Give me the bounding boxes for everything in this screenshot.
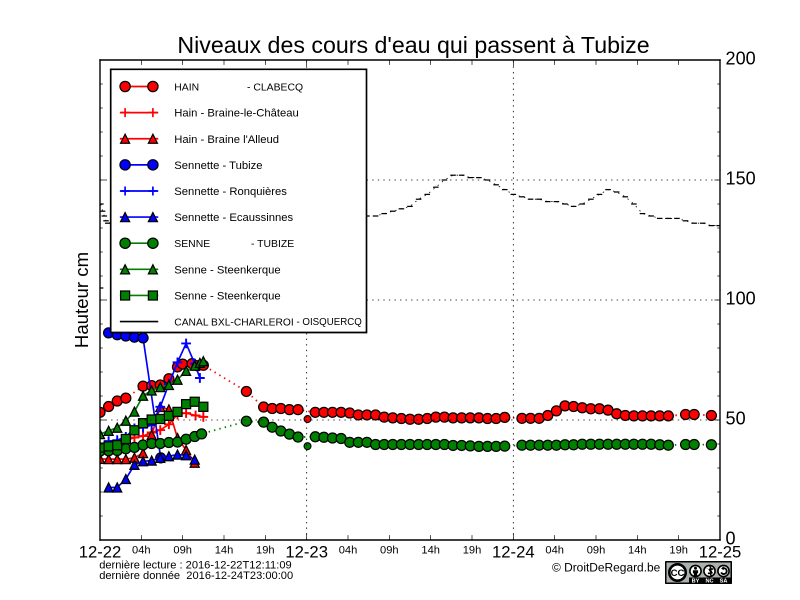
svg-text:CANAL BXL-CHARLEROI: CANAL BXL-CHARLEROI — [174, 317, 293, 328]
svg-text:14h: 14h — [421, 545, 440, 557]
svg-text:12-23: 12-23 — [285, 543, 328, 562]
svg-text:14h: 14h — [215, 545, 234, 557]
svg-text:200: 200 — [726, 49, 756, 69]
svg-text:09h: 09h — [587, 545, 606, 557]
svg-text:09h: 09h — [173, 545, 192, 557]
svg-text:Hain - Braine-le-Château: Hain - Braine-le-Château — [174, 108, 298, 120]
svg-text:04h: 04h — [339, 545, 358, 557]
svg-text:0: 0 — [726, 529, 736, 549]
svg-text:12-25: 12-25 — [699, 543, 742, 562]
svg-text:09h: 09h — [380, 545, 399, 557]
svg-text:12-24: 12-24 — [492, 543, 535, 562]
svg-text:14h: 14h — [628, 545, 647, 557]
svg-text:Senne - Steenkerque: Senne - Steenkerque — [174, 291, 280, 303]
svg-text:- TUBIZE: - TUBIZE — [251, 239, 294, 250]
svg-text:SENNE: SENNE — [174, 239, 210, 250]
svg-text:04h: 04h — [545, 545, 564, 557]
svg-text:04h: 04h — [132, 545, 151, 557]
svg-text:CC: CC — [671, 568, 685, 579]
svg-text:19h: 19h — [669, 545, 688, 557]
svg-text:150: 150 — [726, 169, 756, 189]
svg-text:- CLABECQ: - CLABECQ — [247, 82, 303, 93]
svg-text:Hauteur cm: Hauteur cm — [71, 252, 92, 348]
svg-text:SA: SA — [720, 578, 728, 583]
svg-text:BY: BY — [692, 578, 700, 583]
svg-text:Sennette - Ecaussinnes: Sennette - Ecaussinnes — [174, 212, 293, 224]
svg-text:12-22: 12-22 — [79, 543, 122, 562]
svg-text:19h: 19h — [256, 545, 275, 557]
svg-text:19h: 19h — [463, 545, 482, 557]
svg-text:50: 50 — [726, 409, 746, 429]
svg-text:Sennette - Ronquières: Sennette - Ronquières — [174, 186, 287, 198]
svg-text:dernière donnée 2016-12-24T23: dernière donnée 2016-12-24T23:00:00 — [99, 570, 293, 582]
svg-text:- OISQUERCQ: - OISQUERCQ — [296, 317, 362, 328]
svg-text:100: 100 — [726, 289, 756, 309]
svg-text:Hain - Braine l'Alleud: Hain - Braine l'Alleud — [174, 134, 279, 146]
svg-text:Sennette - Tubize: Sennette - Tubize — [174, 160, 262, 172]
svg-text:© DroitDeRegard.be: © DroitDeRegard.be — [552, 560, 661, 574]
svg-text:dernière lecture : 2016-12-22T: dernière lecture : 2016-12-22T12:11:09 — [99, 560, 291, 572]
svg-text:Niveaux des cours d'eau qui pa: Niveaux des cours d'eau qui passent à Tu… — [177, 32, 649, 58]
svg-text:NC: NC — [705, 578, 713, 583]
svg-text:Senne - Steenkerque: Senne - Steenkerque — [174, 264, 280, 276]
svg-text:HAIN: HAIN — [174, 82, 199, 93]
